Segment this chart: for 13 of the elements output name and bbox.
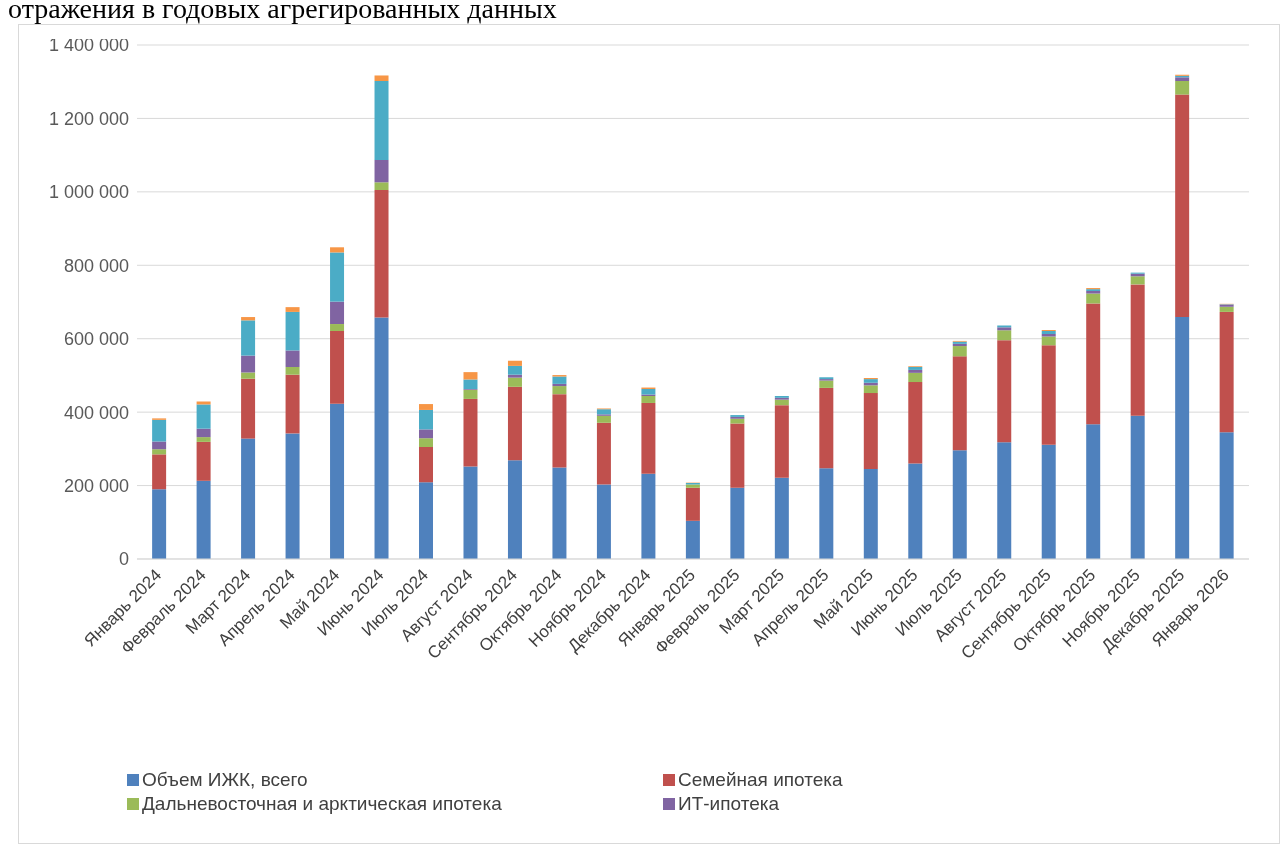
legend-label: Дальневосточная и арктическая ипотека [142, 793, 502, 815]
legend-label: ИТ-ипотека [678, 793, 779, 815]
legend-label: Объем ИЖК, всего [142, 769, 308, 791]
y-tick-label: 1 200 000 [48, 108, 129, 129]
y-tick-label: 600 000 [63, 329, 129, 350]
y-tick-label: 400 000 [63, 402, 129, 423]
y-tick-label: 800 000 [63, 255, 129, 276]
y-tick-label: 200 000 [63, 475, 129, 496]
y-tick-label: 0 [118, 549, 129, 570]
chart-title: отражения в годовых агрегированных данных [8, 0, 558, 24]
y-tick-label: 1 000 000 [48, 182, 129, 203]
legend-label: Семейная ипотека [678, 769, 843, 791]
y-tick-label: 1 400 000 [48, 35, 129, 56]
